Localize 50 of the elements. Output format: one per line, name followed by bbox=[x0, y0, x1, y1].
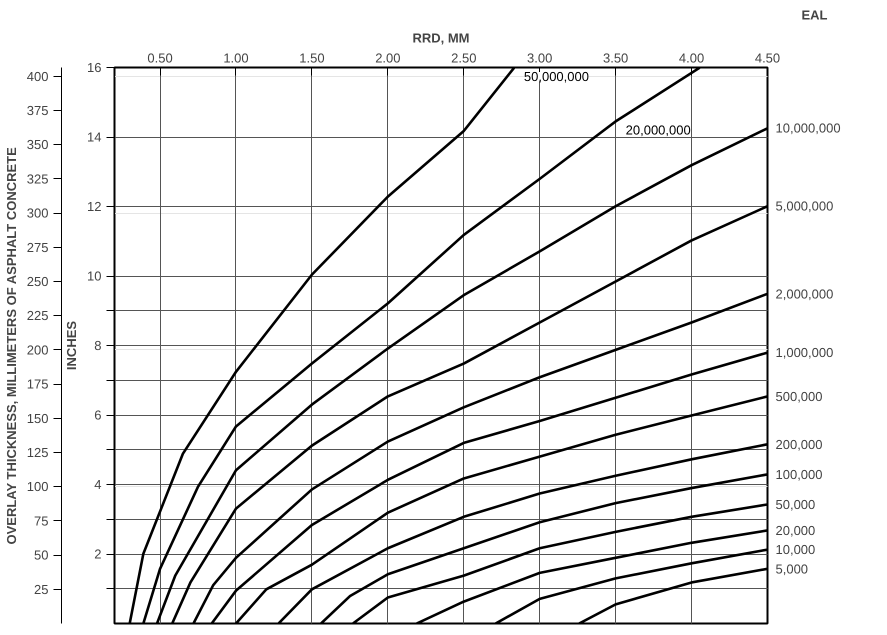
legend-label: 50,000,000 bbox=[524, 69, 589, 84]
series-label: 5,000,000 bbox=[776, 198, 834, 214]
x-tick-label: 4.00 bbox=[678, 50, 704, 66]
y-tick-label: 275 bbox=[26, 240, 49, 255]
y-tick-label: 300 bbox=[26, 206, 49, 221]
series-label: 1,000,000 bbox=[776, 345, 834, 360]
y2-tick-label: 16 bbox=[87, 60, 102, 75]
x-axis-title: RRD, MM bbox=[412, 30, 470, 46]
y-tick-label: 75 bbox=[34, 513, 49, 528]
x-tick-label: 2.50 bbox=[451, 50, 476, 66]
y-tick-label: 350 bbox=[26, 137, 49, 152]
y2-tick-label: 12 bbox=[87, 199, 102, 214]
series-label: 10,000 bbox=[776, 542, 816, 558]
y-tick-label: 125 bbox=[26, 444, 49, 460]
x-tick-label: 1.00 bbox=[223, 50, 249, 66]
series-label: 20,000 bbox=[776, 522, 816, 538]
y-tick-label: 200 bbox=[26, 342, 49, 358]
y2-axis-title: INCHES bbox=[64, 320, 80, 370]
y-axis-title: OVERLAY THICKNESS, MILLIMETERS OF ASPHALT CONCRETE bbox=[4, 146, 19, 544]
y-tick-label: 150 bbox=[26, 410, 49, 426]
y2-tick-label: 2 bbox=[94, 546, 102, 562]
y-tick-label: 250 bbox=[26, 274, 49, 289]
y2-tick-label: 8 bbox=[94, 338, 102, 353]
series-label: 20,000,000 bbox=[626, 122, 691, 138]
y-tick-label: 100 bbox=[26, 479, 49, 494]
y2-tick-label: 4 bbox=[94, 477, 102, 492]
x-tick-label: 3.00 bbox=[527, 50, 552, 66]
y-tick-label: 375 bbox=[26, 102, 49, 118]
y2-tick-label: 6 bbox=[94, 408, 102, 422]
series-label: 5,000 bbox=[776, 561, 808, 576]
series-label: 10,000,000 bbox=[776, 120, 841, 136]
y-tick-label: 400 bbox=[26, 68, 49, 84]
y2-tick-label: 14 bbox=[87, 130, 102, 144]
x-tick-label: 1.50 bbox=[299, 50, 325, 66]
y-tick-label: 50 bbox=[34, 548, 49, 563]
series-label: 2,000,000 bbox=[776, 286, 834, 302]
y-tick-label: 25 bbox=[34, 582, 49, 597]
x-tick-label: 3.50 bbox=[602, 50, 628, 66]
legend-title: EAL bbox=[802, 8, 828, 22]
y-tick-label: 175 bbox=[26, 376, 49, 392]
y2-tick-label: 10 bbox=[87, 268, 102, 284]
series-label: 200,000 bbox=[776, 436, 822, 452]
series-label: 50,000 bbox=[776, 496, 816, 512]
y-tick-label: 325 bbox=[26, 171, 49, 186]
y-tick-label: 225 bbox=[26, 308, 49, 324]
series-label: 100,000 bbox=[776, 466, 822, 482]
series-label: 500,000 bbox=[776, 388, 822, 404]
x-tick-label: 2.00 bbox=[375, 50, 401, 66]
x-tick-label: 0.50 bbox=[147, 50, 173, 66]
x-tick-label: 4.50 bbox=[754, 50, 780, 66]
